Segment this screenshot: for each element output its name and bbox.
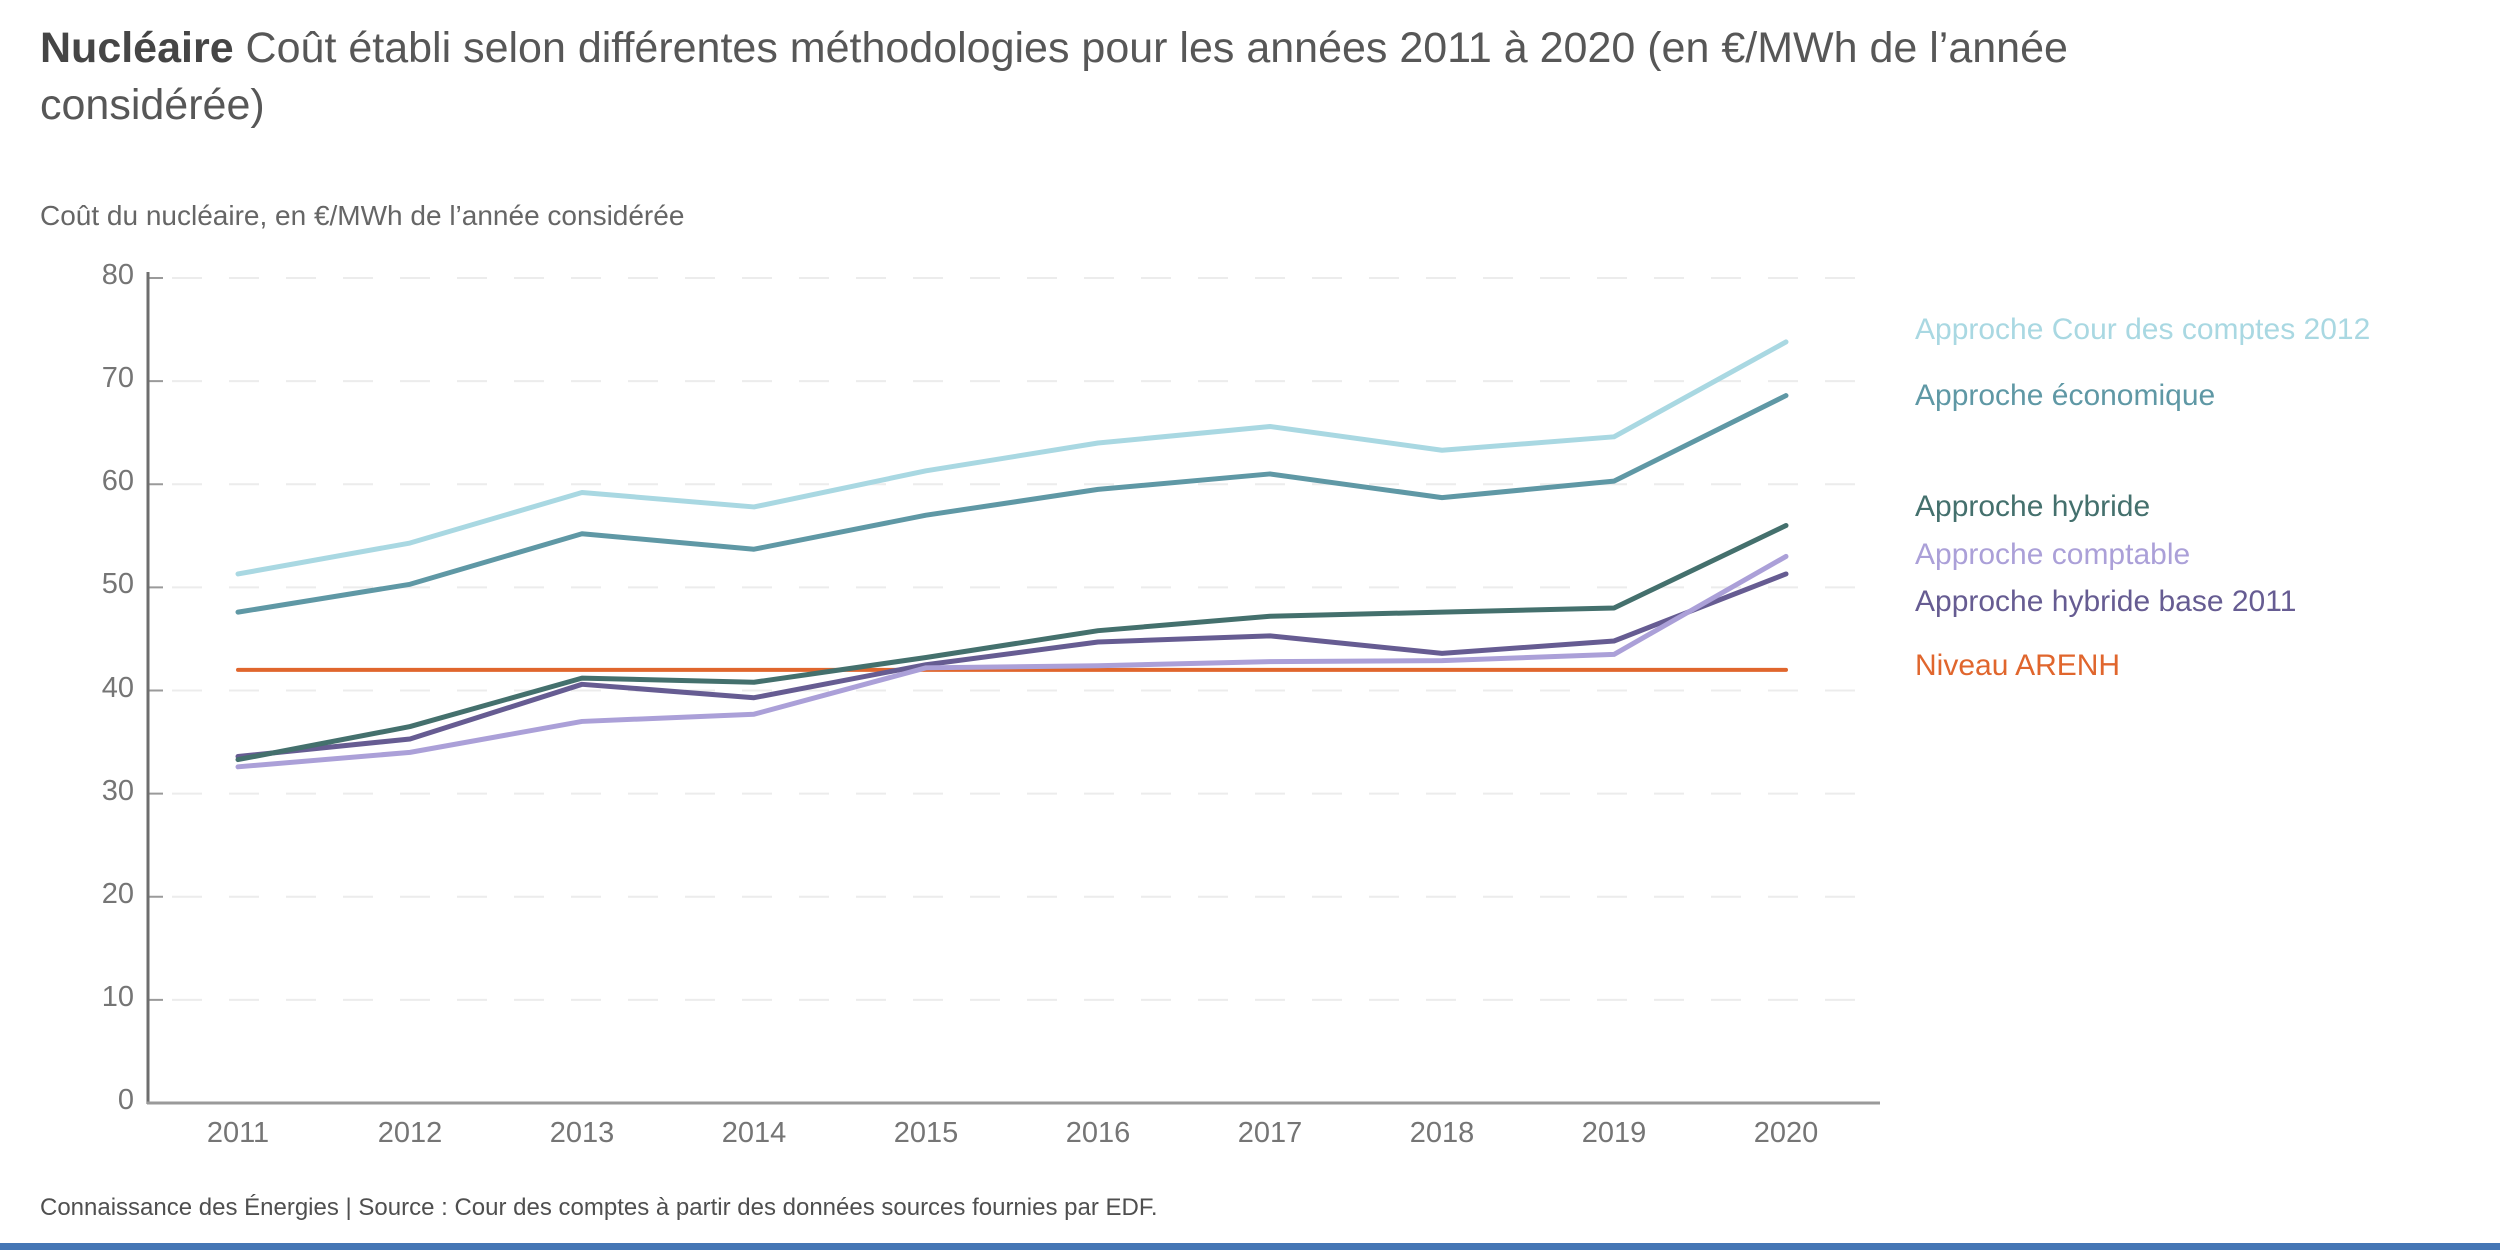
y-axis-label: 20	[101, 877, 134, 910]
y-axis-label: 70	[101, 362, 134, 395]
y-axis-label: 50	[101, 568, 134, 601]
series-line-hybride	[235, 523, 1789, 763]
x-axis-label: 2014	[721, 1117, 787, 1149]
page-title: Nucléaire Coût établi selon différentes …	[40, 20, 2160, 134]
legend-item-hybride: Approche hybride	[1915, 490, 2151, 523]
y-axis-label: 40	[101, 671, 134, 704]
x-axis-label: 2015	[893, 1117, 959, 1149]
x-axis-label: 2011	[206, 1117, 270, 1149]
legend-item-economique: Approche économique	[1915, 379, 2216, 412]
x-axis-label: 2016	[1065, 1117, 1131, 1149]
y-axis-label: 30	[101, 774, 134, 807]
series-line-comptable	[235, 553, 1789, 770]
legend-item-hybride_base_2011: Approche hybride base 2011	[1915, 585, 2297, 618]
legend-item-arenh: Niveau ARENH	[1915, 649, 2121, 682]
x-axis-label: 2017	[1237, 1117, 1303, 1149]
legend-item-cour2012: Approche Cour des comptes 2012	[1915, 313, 2371, 346]
y-axis-label: 0	[117, 1084, 134, 1116]
chart-subtitle: Coût du nucléaire, en €/MWh de l’année c…	[40, 200, 685, 231]
x-axis-label: 2018	[1409, 1117, 1475, 1149]
x-axis-label: 2013	[549, 1117, 615, 1149]
series-line-economique	[235, 393, 1789, 615]
y-axis-label: 80	[101, 259, 134, 291]
bottom-accent-bar	[0, 1243, 2500, 1250]
y-axis-label: 60	[101, 465, 134, 498]
series-line-cour2012	[235, 339, 1789, 577]
legend-item-comptable: Approche comptable	[1915, 538, 2191, 571]
y-axis-label: 10	[101, 980, 134, 1013]
page-title-rest: Coût établi selon différentes méthodolog…	[40, 24, 2068, 130]
footer-credit: Connaissance des Énergies | Source : Cou…	[40, 1194, 1158, 1221]
page-title-brand: Nucléaire	[40, 24, 234, 72]
series-line-hybride_base_2011	[235, 571, 1789, 759]
x-axis-label: 2019	[1581, 1117, 1647, 1149]
x-axis-label: 2020	[1753, 1117, 1819, 1149]
x-axis-label: 2012	[377, 1117, 443, 1149]
